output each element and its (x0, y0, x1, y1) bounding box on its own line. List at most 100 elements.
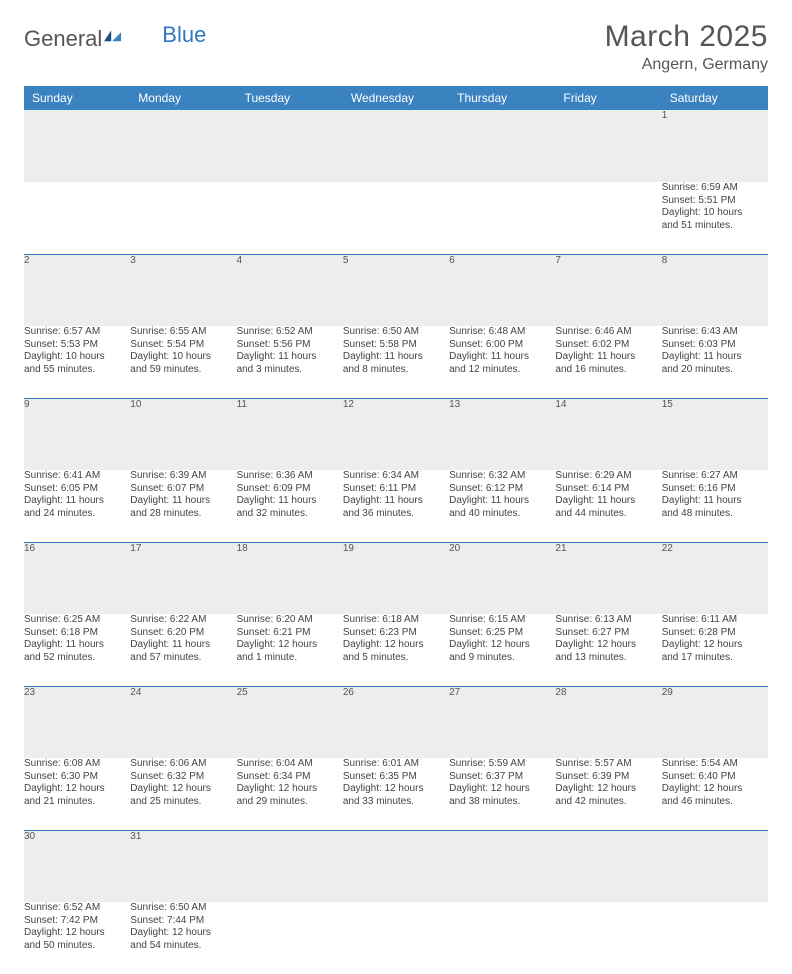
sunrise-line: Sunrise: 6:08 AM (24, 758, 130, 771)
sunset-line: Sunset: 6:07 PM (130, 483, 236, 496)
daylight-line-1: Daylight: 11 hours (449, 351, 555, 364)
sunset-line: Sunset: 6:32 PM (130, 771, 236, 784)
sunset-line: Sunset: 6:18 PM (24, 627, 130, 640)
sunrise-line: Sunrise: 6:50 AM (343, 326, 449, 339)
daylight-line-1: Daylight: 11 hours (130, 639, 236, 652)
day-content-cell: Sunrise: 6:13 AMSunset: 6:27 PMDaylight:… (555, 614, 661, 686)
daylight-line-1: Daylight: 12 hours (343, 783, 449, 796)
day-content-row: Sunrise: 6:08 AMSunset: 6:30 PMDaylight:… (24, 758, 768, 830)
sunrise-line: Sunrise: 5:57 AM (555, 758, 661, 771)
day-number-cell: 5 (343, 254, 449, 326)
sunrise-line: Sunrise: 6:29 AM (555, 470, 661, 483)
day-content-cell: Sunrise: 6:36 AMSunset: 6:09 PMDaylight:… (237, 470, 343, 542)
daylight-line-2: and 32 minutes. (237, 508, 343, 521)
day-number-cell: 19 (343, 542, 449, 614)
sunrise-line: Sunrise: 6:52 AM (237, 326, 343, 339)
daylight-line-2: and 29 minutes. (237, 796, 343, 809)
daylight-line-2: and 5 minutes. (343, 652, 449, 665)
logo: General Blue (24, 26, 206, 52)
daylight-line-1: Daylight: 12 hours (662, 783, 768, 796)
sunrise-line: Sunrise: 5:54 AM (662, 758, 768, 771)
sunrise-line: Sunrise: 6:04 AM (237, 758, 343, 771)
day-number-cell (237, 110, 343, 182)
day-content-cell: Sunrise: 6:11 AMSunset: 6:28 PMDaylight:… (662, 614, 768, 686)
day-content-cell: Sunrise: 6:06 AMSunset: 6:32 PMDaylight:… (130, 758, 236, 830)
day-content-cell: Sunrise: 6:34 AMSunset: 6:11 PMDaylight:… (343, 470, 449, 542)
day-content-cell: Sunrise: 6:43 AMSunset: 6:03 PMDaylight:… (662, 326, 768, 398)
weekday-header: Wednesday (343, 86, 449, 110)
day-number-cell (343, 110, 449, 182)
day-number-cell: 31 (130, 830, 236, 902)
day-number-cell: 18 (237, 542, 343, 614)
daylight-line-2: and 51 minutes. (662, 220, 768, 233)
daylight-line-2: and 9 minutes. (449, 652, 555, 665)
daylight-line-2: and 42 minutes. (555, 796, 661, 809)
daylight-line-2: and 17 minutes. (662, 652, 768, 665)
daylight-line-1: Daylight: 11 hours (343, 495, 449, 508)
sunrise-line: Sunrise: 6:52 AM (24, 902, 130, 915)
sunset-line: Sunset: 7:44 PM (130, 915, 236, 928)
day-content-cell: Sunrise: 6:48 AMSunset: 6:00 PMDaylight:… (449, 326, 555, 398)
day-number-cell: 3 (130, 254, 236, 326)
calendar-table: SundayMondayTuesdayWednesdayThursdayFrid… (24, 86, 768, 974)
sunset-line: Sunset: 6:03 PM (662, 339, 768, 352)
day-number-cell: 16 (24, 542, 130, 614)
sunset-line: Sunset: 5:51 PM (662, 195, 768, 208)
day-content-cell: Sunrise: 6:01 AMSunset: 6:35 PMDaylight:… (343, 758, 449, 830)
daylight-line-1: Daylight: 12 hours (237, 639, 343, 652)
day-content-row: Sunrise: 6:52 AMSunset: 7:42 PMDaylight:… (24, 902, 768, 974)
sunset-line: Sunset: 5:54 PM (130, 339, 236, 352)
daylight-line-2: and 38 minutes. (449, 796, 555, 809)
daylight-line-1: Daylight: 12 hours (555, 783, 661, 796)
day-content-cell: Sunrise: 6:27 AMSunset: 6:16 PMDaylight:… (662, 470, 768, 542)
weekday-header: Monday (130, 86, 236, 110)
day-number-cell: 25 (237, 686, 343, 758)
day-content-row: Sunrise: 6:59 AMSunset: 5:51 PMDaylight:… (24, 182, 768, 254)
day-content-cell (449, 182, 555, 254)
day-number-cell: 1 (662, 110, 768, 182)
day-content-cell: Sunrise: 6:20 AMSunset: 6:21 PMDaylight:… (237, 614, 343, 686)
daylight-line-1: Daylight: 12 hours (449, 639, 555, 652)
daylight-line-1: Daylight: 11 hours (24, 495, 130, 508)
day-number-cell (24, 110, 130, 182)
day-content-cell: Sunrise: 6:57 AMSunset: 5:53 PMDaylight:… (24, 326, 130, 398)
sunset-line: Sunset: 5:56 PM (237, 339, 343, 352)
sunset-line: Sunset: 6:09 PM (237, 483, 343, 496)
daylight-line-1: Daylight: 12 hours (130, 783, 236, 796)
daylight-line-1: Daylight: 11 hours (130, 495, 236, 508)
day-content-cell: Sunrise: 6:52 AMSunset: 5:56 PMDaylight:… (237, 326, 343, 398)
day-number-cell (343, 830, 449, 902)
sunset-line: Sunset: 6:25 PM (449, 627, 555, 640)
day-number-cell (555, 830, 661, 902)
sunset-line: Sunset: 6:02 PM (555, 339, 661, 352)
day-number-cell: 13 (449, 398, 555, 470)
day-number-cell: 11 (237, 398, 343, 470)
sunset-line: Sunset: 5:53 PM (24, 339, 130, 352)
day-number-row: 16171819202122 (24, 542, 768, 614)
sunset-line: Sunset: 6:12 PM (449, 483, 555, 496)
daylight-line-1: Daylight: 12 hours (237, 783, 343, 796)
daylight-line-2: and 25 minutes. (130, 796, 236, 809)
day-content-cell: Sunrise: 6:50 AMSunset: 5:58 PMDaylight:… (343, 326, 449, 398)
day-number-row: 23242526272829 (24, 686, 768, 758)
daylight-line-1: Daylight: 11 hours (555, 351, 661, 364)
day-content-cell: Sunrise: 6:32 AMSunset: 6:12 PMDaylight:… (449, 470, 555, 542)
sunrise-line: Sunrise: 6:55 AM (130, 326, 236, 339)
day-number-cell (449, 830, 555, 902)
sunrise-line: Sunrise: 5:59 AM (449, 758, 555, 771)
day-content-cell (555, 902, 661, 974)
sunset-line: Sunset: 6:23 PM (343, 627, 449, 640)
daylight-line-2: and 36 minutes. (343, 508, 449, 521)
sunset-line: Sunset: 6:34 PM (237, 771, 343, 784)
day-number-row: 1 (24, 110, 768, 182)
weekday-header: Saturday (662, 86, 768, 110)
sunrise-line: Sunrise: 6:11 AM (662, 614, 768, 627)
day-number-cell: 22 (662, 542, 768, 614)
sunrise-line: Sunrise: 6:41 AM (24, 470, 130, 483)
daylight-line-1: Daylight: 11 hours (449, 495, 555, 508)
day-content-row: Sunrise: 6:41 AMSunset: 6:05 PMDaylight:… (24, 470, 768, 542)
daylight-line-2: and 3 minutes. (237, 364, 343, 377)
header: General Blue March 2025 Angern, Germany (24, 20, 768, 74)
sunrise-line: Sunrise: 6:46 AM (555, 326, 661, 339)
daylight-line-2: and 44 minutes. (555, 508, 661, 521)
